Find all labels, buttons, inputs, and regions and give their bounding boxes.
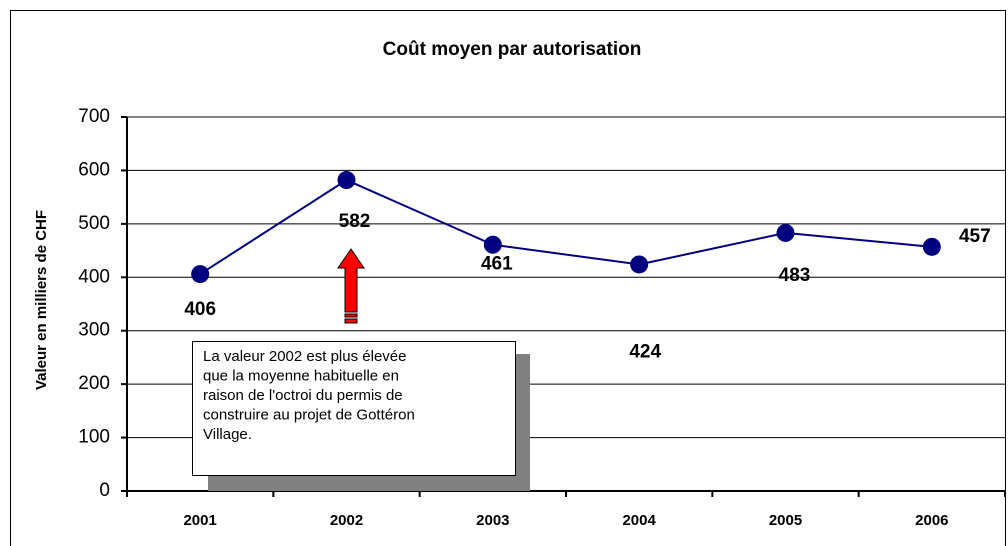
- y-tick-label: 500: [78, 213, 110, 234]
- arrow-stripe: [344, 318, 358, 324]
- chart-title: Coût moyen par autorisation: [383, 39, 642, 60]
- annotation-text: construire au projet de Gottéron: [203, 406, 415, 423]
- data-point: [483, 235, 502, 254]
- x-tick-label: 2003: [476, 512, 509, 529]
- chart-frame: [10, 10, 1006, 546]
- data-point: [776, 223, 795, 242]
- annotation-box: [192, 341, 516, 476]
- annotation-text: que la moyenne habituelle en: [203, 367, 399, 384]
- data-point: [337, 171, 356, 190]
- data-point: [922, 237, 941, 256]
- annotation-text: raison de l'octroi du permis de: [203, 387, 403, 404]
- y-tick-label: 300: [78, 320, 110, 341]
- data-point: [191, 265, 210, 284]
- y-tick-label: 600: [78, 159, 110, 180]
- plot: 406 582 461 424 483 457: [184, 171, 991, 362]
- x-tick-label: 2001: [183, 512, 216, 529]
- x-tick-label: 2002: [330, 512, 363, 529]
- y-tick-label: 400: [78, 266, 110, 287]
- x-tick-label: 2004: [622, 512, 656, 529]
- annotation-text: Village.: [203, 426, 252, 443]
- annotation: La valeur 2002 est plus élevée que la moy…: [192, 341, 530, 491]
- arrow-head: [337, 248, 365, 313]
- data-point: [630, 255, 649, 274]
- data-label: 582: [339, 211, 371, 232]
- x-tick-label: 2005: [769, 512, 802, 529]
- x-tick-label: 2006: [915, 512, 948, 529]
- data-label: 461: [481, 254, 513, 275]
- arrow: [337, 248, 365, 324]
- data-label: 483: [779, 265, 811, 286]
- data-label: 424: [629, 341, 661, 362]
- y-tick-label: 700: [78, 106, 110, 127]
- y-tick-label: 200: [78, 373, 110, 394]
- annotation-text: La valeur 2002 est plus élevée: [203, 348, 406, 365]
- y-tick-label: 0: [99, 480, 110, 501]
- arrow-stripe: [344, 313, 358, 318]
- series-line: [199, 178, 932, 275]
- data-label: 457: [959, 226, 991, 247]
- y-axis-label: Valeur en milliers de CHF: [33, 210, 50, 390]
- y-tick-label: 100: [78, 427, 110, 448]
- data-label: 406: [184, 299, 216, 320]
